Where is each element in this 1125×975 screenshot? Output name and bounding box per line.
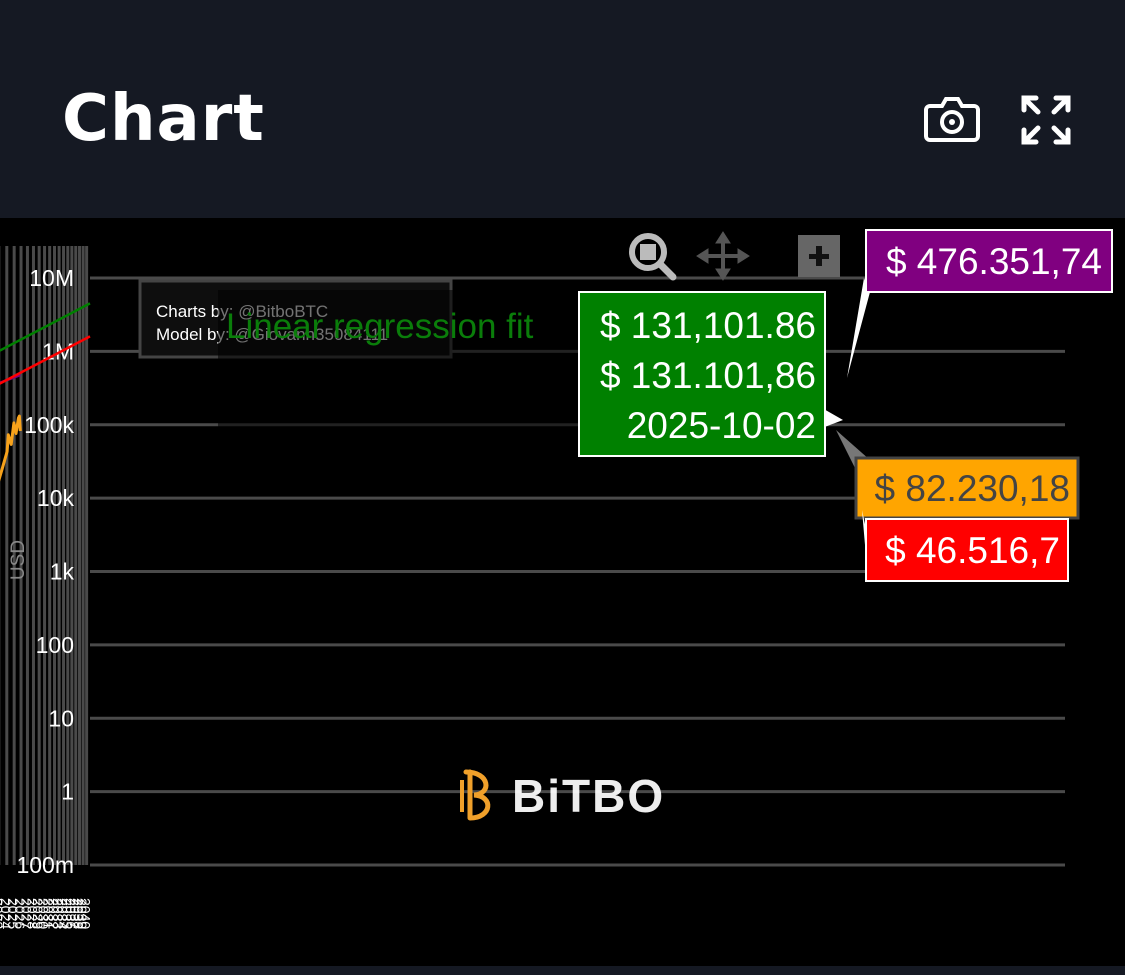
- x-tick-label: 2031: [41, 898, 57, 929]
- pan-move-icon[interactable]: [696, 231, 750, 281]
- chart-svg[interactable]: 100m1101001k10k100k1M10M2011201220132014…: [0, 218, 1125, 966]
- camera-icon[interactable]: [924, 92, 980, 148]
- hover-value-eu: $ 131.101,86: [600, 355, 816, 396]
- x-tick-label: 2030: [36, 898, 52, 929]
- x-tick-label: 2029: [30, 898, 46, 929]
- upper-band-value: $ 476.351,74: [886, 241, 1102, 282]
- y-tick-label: 10: [48, 705, 74, 731]
- zoom-magnifier-icon[interactable]: [629, 233, 677, 281]
- x-tick-label: 2040: [78, 898, 94, 929]
- lower-band-value: $ 46.516,7: [885, 530, 1060, 571]
- y-tick-label: 10M: [29, 265, 74, 291]
- upper-band-tooltip: $ 476.351,74: [847, 229, 1113, 378]
- chart-area[interactable]: 100m1101001k10k100k1M10M2011201220132014…: [0, 218, 1125, 966]
- x-tick-label: 2034: [55, 898, 71, 929]
- y-tick-label: 100k: [24, 412, 74, 438]
- x-tick-label: 2036: [63, 898, 79, 929]
- x-tick-label: 2032: [46, 898, 62, 929]
- y-tick-label: 10k: [37, 485, 75, 511]
- hover-tooltip: $ 131,101.86 $ 131.101,86 2025-10-02: [578, 291, 843, 457]
- price-tooltip: $ 82.230,18: [836, 430, 1080, 520]
- x-tick-label: 2035: [59, 898, 75, 929]
- hover-date: 2025-10-02: [627, 405, 816, 446]
- x-tick-label: 2039: [74, 898, 90, 929]
- fullscreen-icon[interactable]: [1018, 92, 1074, 148]
- bottom-strip: [0, 966, 1125, 975]
- fit-overlay-label: Linear regression fit: [226, 307, 534, 346]
- x-tick-label: 2026: [12, 898, 28, 929]
- y-tick-label: 1M: [42, 338, 74, 364]
- price-value: $ 82.230,18: [875, 468, 1070, 509]
- y-tick-label: 1: [61, 779, 74, 805]
- axis-ticks: 100m1101001k10k100k1M10M2011201220132014…: [0, 265, 94, 929]
- y-tick-label: 100: [36, 632, 74, 658]
- y-tick-label: 1k: [50, 559, 75, 585]
- x-tick-label: 2033: [50, 898, 66, 929]
- header-bar: Chart: [0, 0, 1125, 218]
- x-tick-label: 2023: [0, 898, 6, 929]
- series-price: [0, 414, 22, 482]
- x-tick-label: 2037: [67, 898, 83, 929]
- watermark-brand: BiTBO: [512, 770, 665, 822]
- y-axis-label: USD: [8, 540, 29, 580]
- y-tick-label: 100m: [16, 852, 74, 878]
- hover-value-us: $ 131,101.86: [600, 305, 816, 346]
- x-tick-label: 2025: [5, 898, 21, 929]
- page-title: Chart: [62, 82, 265, 156]
- lower-band-tooltip: $ 46.516,7: [862, 510, 1069, 582]
- bitbo-logo-icon: [460, 769, 491, 821]
- zoom-in-plus-icon[interactable]: [798, 235, 840, 277]
- x-tick-label: 2024: [0, 898, 14, 929]
- x-tick-label: 2038: [71, 898, 87, 929]
- x-tick-label: 2028: [24, 898, 40, 929]
- x-tick-label: 2027: [18, 898, 34, 929]
- overlay-panel: [218, 290, 578, 458]
